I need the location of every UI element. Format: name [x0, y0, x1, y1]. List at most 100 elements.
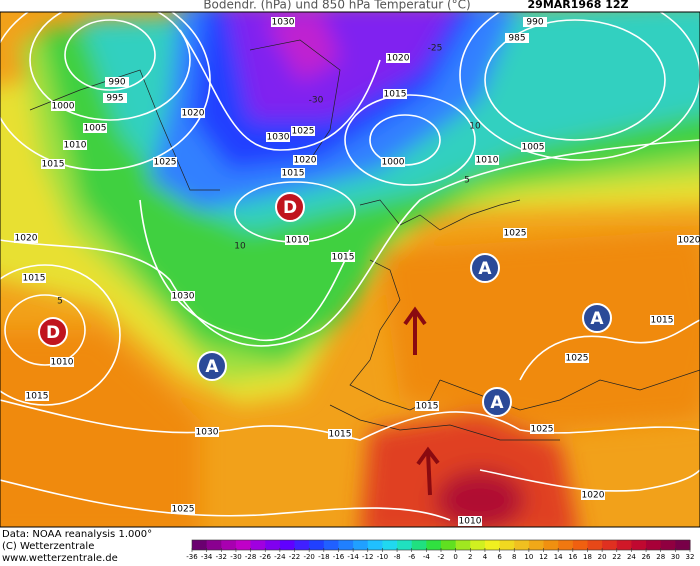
temperature-label: -30 — [309, 96, 324, 106]
color-scale-swatch — [660, 540, 676, 550]
color-scale-swatch — [426, 540, 442, 550]
color-scale-swatch — [470, 540, 486, 550]
color-scale-swatch — [338, 540, 354, 550]
color-scale-label: 24 — [627, 553, 636, 561]
temperature-label: 5 — [57, 297, 63, 307]
isobar-label-box — [285, 235, 309, 245]
isobar-label-box — [523, 17, 547, 27]
temperature-shading — [0, 12, 700, 527]
pressure-center-label: A — [590, 309, 604, 329]
color-scale-swatch — [441, 540, 457, 550]
coastlines — [29, 39, 700, 441]
color-scale-label: -22 — [289, 553, 300, 561]
color-scale-swatch — [631, 540, 647, 550]
color-scale-label: -16 — [333, 553, 345, 561]
isobar-label: 1020 — [294, 156, 317, 166]
isobar-label-box — [381, 157, 405, 167]
pressure-center-marker — [38, 317, 68, 347]
pressure-center-label: D — [46, 323, 60, 343]
color-scale-label: 18 — [583, 553, 592, 561]
isobar-label-box — [171, 504, 195, 514]
isobar-label-box — [677, 235, 700, 245]
isobar-label: 1025 — [154, 158, 177, 168]
color-scale-swatch — [484, 540, 501, 550]
color-scale-label: 10 — [524, 553, 533, 561]
isobar-label: 1010 — [476, 156, 499, 166]
isobar-label-box — [105, 77, 129, 87]
isobar-label: 1020 — [15, 234, 38, 244]
color-scale-label: -24 — [274, 553, 286, 561]
isobar-label-box — [331, 252, 355, 262]
color-scale-label: -4 — [423, 553, 431, 561]
isobar-label: 1030 — [172, 292, 195, 302]
color-scale-swatch — [192, 540, 208, 550]
isobar-label: 1030 — [196, 428, 219, 438]
color-scale-label: -28 — [245, 553, 256, 561]
isobar-label-box — [181, 108, 205, 118]
temperature-label: -25 — [428, 44, 443, 54]
color-scale-label: -10 — [377, 553, 388, 561]
footer-website: www.wetterzentrale.de — [2, 553, 118, 562]
color-scale-label: 6 — [497, 553, 502, 561]
isobar-label-box — [281, 168, 305, 178]
color-scale-label: -20 — [303, 553, 314, 561]
isobar-label-box — [521, 142, 545, 152]
isobar-label-box — [458, 516, 482, 526]
isobar-label-box — [51, 101, 75, 111]
pressure-center-marker — [197, 351, 227, 381]
footer-copyright: (C) Wetterzentrale — [2, 541, 94, 552]
color-scale-label: 28 — [656, 553, 665, 561]
isobar-label: 1010 — [459, 517, 482, 527]
color-scale-label: -34 — [201, 553, 213, 561]
isobar-label-box — [530, 424, 554, 434]
color-scale-swatch — [265, 540, 281, 550]
color-scale-label: -26 — [260, 553, 272, 561]
isobar-label: 1015 — [282, 169, 305, 179]
color-scale-label: 16 — [568, 553, 577, 561]
isobar-label-box — [328, 429, 352, 439]
isobar-label: 1030 — [272, 18, 295, 28]
color-scale-label: 14 — [554, 553, 563, 561]
footer-source: Data: NOAA reanalysis 1.000° — [2, 529, 152, 540]
isobar-label: 1030 — [267, 133, 290, 143]
pressure-center-marker — [582, 303, 612, 333]
isobar-label-box — [22, 273, 46, 283]
color-scale-swatch — [499, 540, 515, 550]
isobar-label: 990 — [526, 18, 543, 28]
isobar-label-box — [650, 315, 674, 325]
color-scale-label: 4 — [483, 553, 488, 561]
map-frame — [0, 11, 700, 528]
isobar-label: 1015 — [651, 316, 674, 326]
isobar-label: 1025 — [566, 354, 589, 364]
isobar-label: 1000 — [52, 102, 75, 112]
color-scale-swatch — [279, 540, 296, 550]
isobar-label: 1025 — [172, 505, 195, 515]
isobars — [0, 12, 700, 521]
color-scale-label: -32 — [216, 553, 227, 561]
color-scale-swatch — [367, 540, 383, 550]
isobar-label-box — [581, 490, 605, 500]
color-scale-label: 22 — [612, 553, 621, 561]
isobar-label: 985 — [508, 34, 525, 44]
temperature-label: 5 — [464, 176, 470, 186]
color-scale-swatch — [353, 540, 369, 550]
isobar-label-box — [383, 89, 407, 99]
isobar-label: 1015 — [416, 402, 439, 412]
isobar-label: 1020 — [678, 236, 700, 246]
color-scale-swatch — [572, 540, 588, 550]
color-scale: -36 -34 -32 -30 -28 -26 -24 -22 -20 -18 -16 -14 -12-… — [186, 539, 694, 561]
color-scale-label: -36 — [186, 553, 198, 561]
color-scale-label: -14 — [347, 553, 359, 561]
isobar-label: 1020 — [582, 491, 605, 501]
isobar-label: 1020 — [387, 54, 410, 64]
pressure-center-label: A — [490, 393, 504, 413]
isobar-label-box — [41, 159, 65, 169]
color-scale-swatch — [221, 540, 237, 550]
color-scale-label: -8 — [394, 553, 401, 561]
isobar-label-box — [103, 93, 127, 103]
color-scale-swatch — [382, 540, 398, 550]
color-scale-swatch — [397, 540, 413, 550]
isobar-label-box — [293, 155, 317, 165]
isobar-label: 1000 — [382, 158, 405, 168]
